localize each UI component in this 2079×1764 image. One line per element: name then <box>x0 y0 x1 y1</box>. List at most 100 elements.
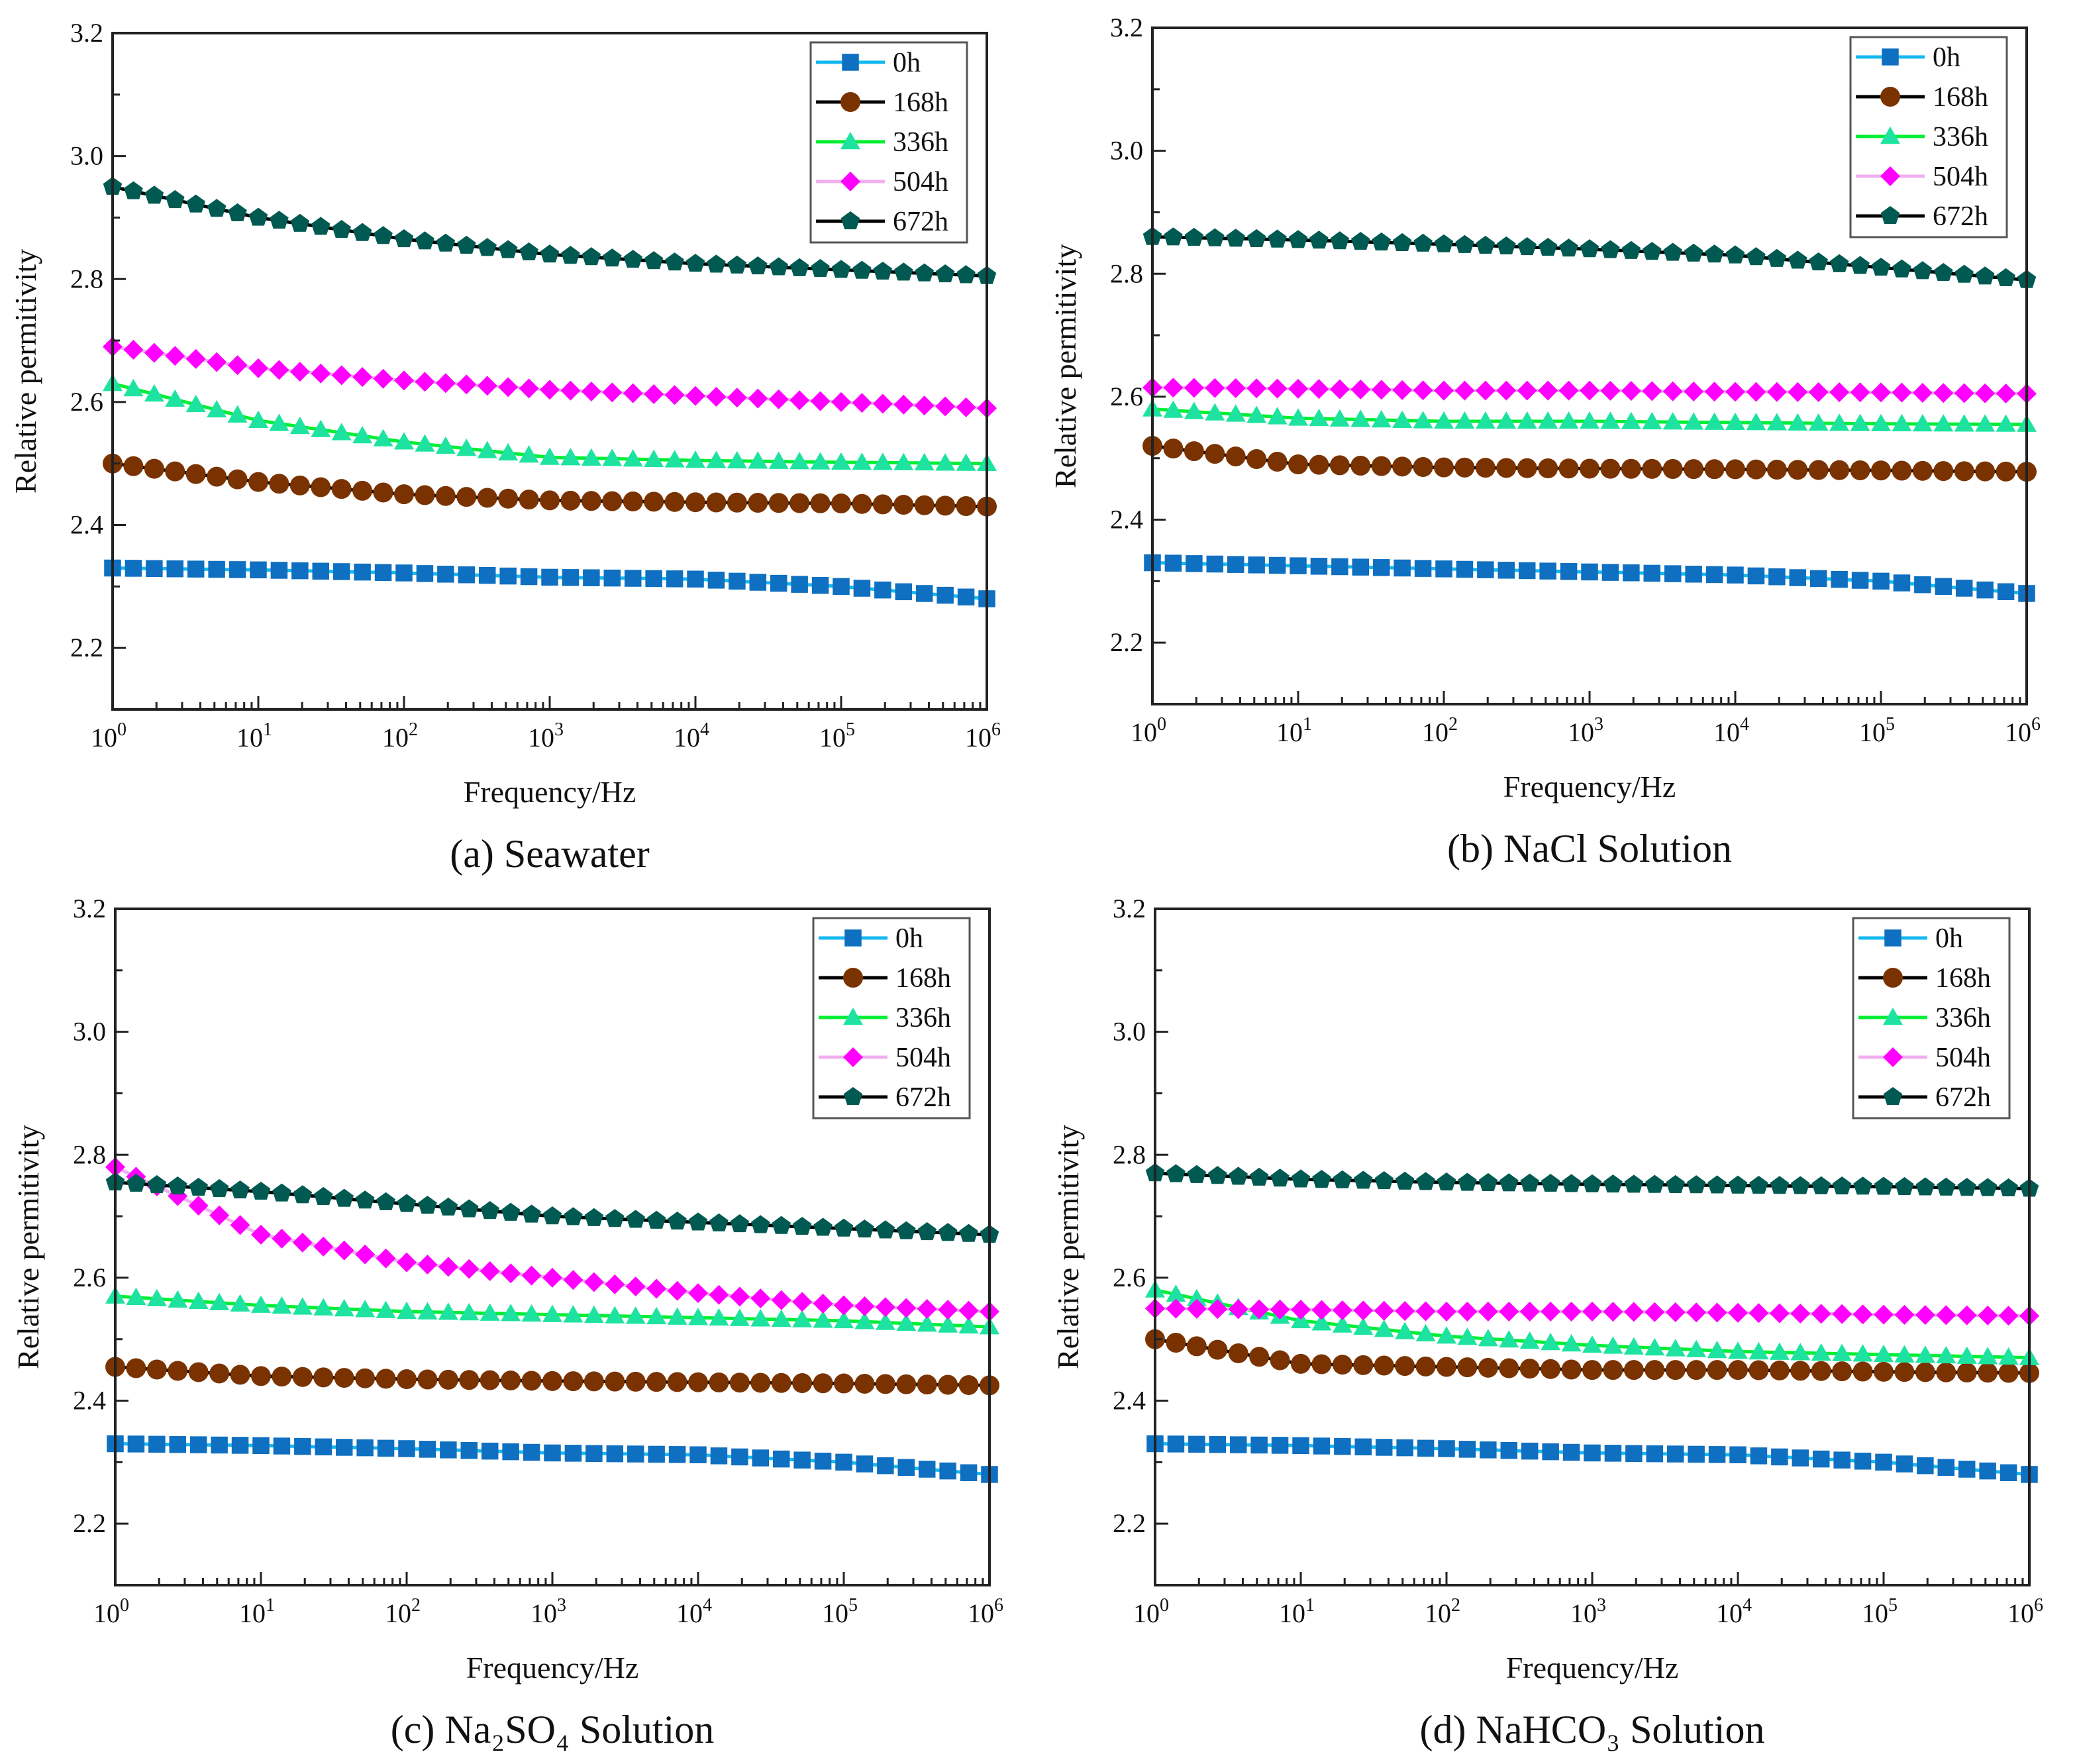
data-point <box>687 570 704 588</box>
data-point <box>1309 231 1329 249</box>
data-point <box>1332 1300 1352 1320</box>
data-point <box>498 377 519 397</box>
data-point <box>435 436 456 454</box>
data-point <box>749 574 767 591</box>
data-point <box>1954 414 1974 432</box>
data-point <box>1395 1322 1415 1339</box>
data-point <box>1642 411 1662 430</box>
data-point <box>852 493 872 514</box>
data-point <box>1832 1343 1852 1361</box>
data-point <box>1437 1301 1456 1322</box>
data-point <box>332 563 350 580</box>
data-point <box>1437 1357 1456 1377</box>
legend-marker-diamond-icon <box>843 1047 863 1067</box>
data-point <box>166 560 184 578</box>
data-point <box>1166 1298 1186 1319</box>
legend-label: 168h <box>895 963 951 994</box>
x-axis-title: Frequency/Hz <box>1506 1651 1679 1685</box>
data-point <box>606 1445 624 1463</box>
data-point <box>227 405 248 423</box>
data-point <box>1478 1329 1498 1347</box>
data-point <box>917 1314 937 1332</box>
data-point <box>935 396 956 417</box>
legend-item: 0h <box>819 923 923 954</box>
data-point <box>667 1372 687 1392</box>
data-point <box>918 1461 936 1478</box>
data-point <box>1353 1300 1374 1321</box>
data-point <box>397 1369 417 1390</box>
data-point <box>772 1450 790 1468</box>
data-point <box>625 1371 646 1392</box>
data-point <box>1746 382 1766 402</box>
data-point <box>1434 380 1454 401</box>
data-point <box>603 248 622 267</box>
data-point <box>146 1359 167 1380</box>
data-point <box>1438 1440 1455 1457</box>
data-point <box>1933 414 1954 432</box>
data-point <box>311 363 331 384</box>
data-point <box>498 442 519 461</box>
data-point <box>1790 1304 1811 1324</box>
data-point <box>519 242 538 260</box>
data-point <box>771 1290 791 1310</box>
data-point <box>958 1316 979 1334</box>
data-point <box>560 448 581 466</box>
data-point <box>1978 1178 1998 1196</box>
data-point <box>1584 1444 1601 1462</box>
legend-item: 336h <box>819 1003 951 1033</box>
data-point <box>1188 1435 1205 1453</box>
data-point <box>585 1445 603 1462</box>
data-point <box>144 185 164 204</box>
data-point <box>602 448 623 466</box>
data-point <box>498 240 518 258</box>
data-point <box>289 475 310 495</box>
data-point <box>273 1437 291 1455</box>
data-point <box>1686 1339 1707 1357</box>
data-point <box>1538 238 1558 256</box>
data-point <box>1684 381 1704 401</box>
data-point <box>272 1296 292 1314</box>
data-point <box>727 388 747 408</box>
data-point <box>1374 1320 1394 1337</box>
data-point <box>501 1202 521 1221</box>
data-point <box>188 1362 209 1382</box>
data-point <box>251 1366 271 1386</box>
data-point <box>1270 1350 1290 1371</box>
data-point <box>398 1440 415 1457</box>
data-point <box>1249 1347 1270 1367</box>
data-point <box>1975 266 1995 285</box>
data-point <box>187 560 205 578</box>
data-point <box>1933 461 1954 482</box>
data-point <box>834 1295 854 1316</box>
data-point <box>1354 1170 1373 1189</box>
data-point <box>1623 1360 1644 1380</box>
data-point <box>1811 1361 1831 1381</box>
data-point <box>1291 1169 1311 1188</box>
data-point <box>1205 228 1225 246</box>
data-point <box>1937 1177 1956 1196</box>
data-point <box>417 1255 438 1275</box>
legend-marker-diamond-icon <box>840 172 860 191</box>
data-point <box>480 1261 500 1281</box>
y-tick-label: 2.2 <box>1113 1508 1146 1538</box>
data-point <box>1978 1305 1998 1325</box>
data-point <box>1413 456 1433 477</box>
data-point <box>584 1208 604 1226</box>
data-point <box>707 572 725 589</box>
data-point <box>1454 411 1475 429</box>
data-point <box>144 458 164 479</box>
data-point <box>1539 562 1556 580</box>
data-point <box>477 441 497 458</box>
data-point <box>854 1312 875 1329</box>
data-point <box>1624 1174 1644 1193</box>
legend-label: 504h <box>1935 1043 1991 1073</box>
data-point <box>188 1196 209 1216</box>
data-point <box>230 1180 250 1199</box>
data-point <box>1519 1331 1540 1349</box>
data-point <box>1500 1441 1518 1459</box>
data-point <box>748 256 768 275</box>
legend-item: 336h <box>1858 1003 1991 1033</box>
data-point <box>126 1358 146 1378</box>
data-point <box>623 383 643 403</box>
data-point <box>668 1446 686 1463</box>
